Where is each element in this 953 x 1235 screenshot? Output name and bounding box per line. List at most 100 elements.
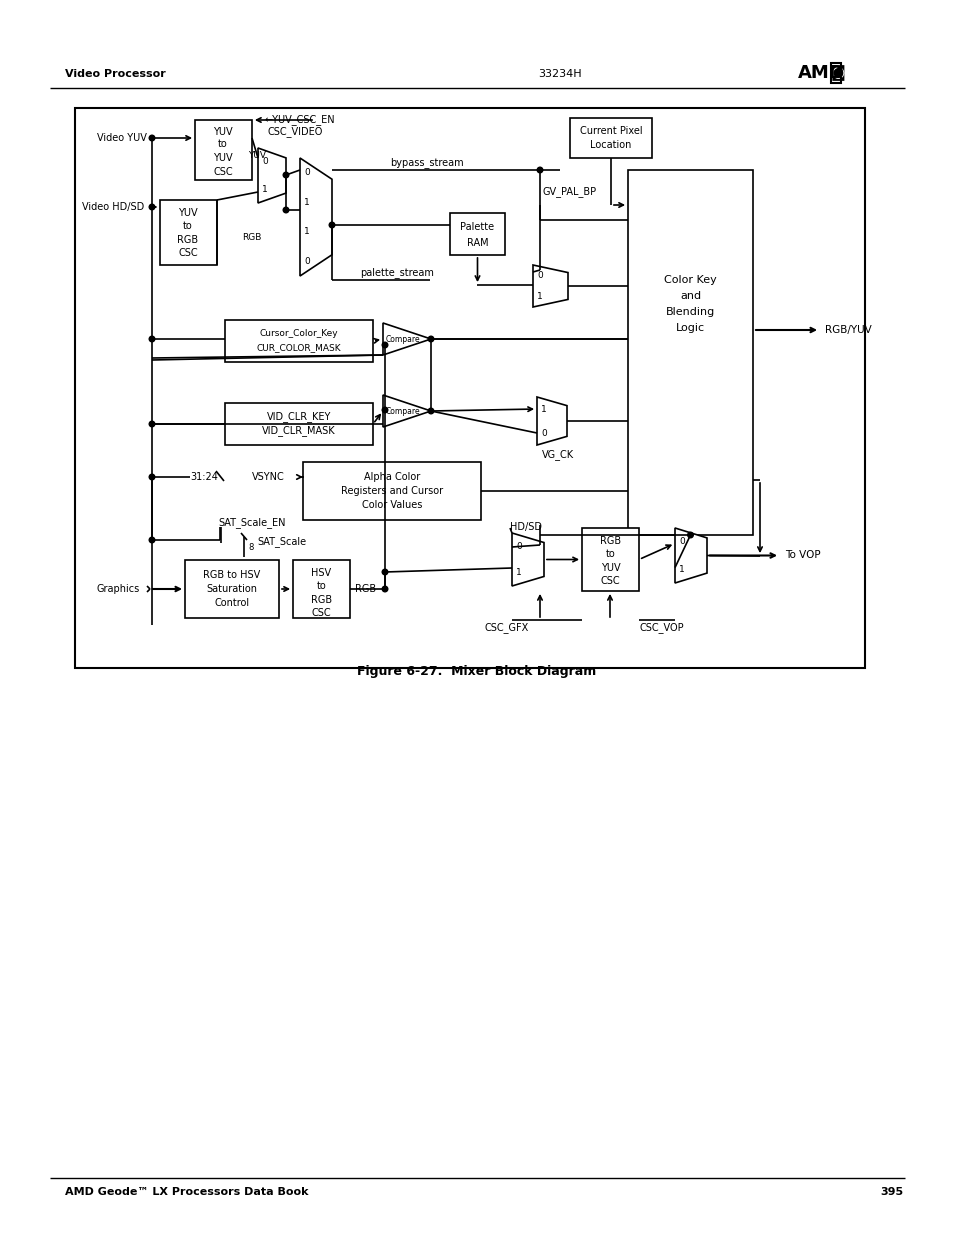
Text: VID_CLR_MASK: VID_CLR_MASK [262,426,335,436]
Bar [225,320,373,362]
Text: Video Processor: Video Processor [65,69,166,79]
Text: RGB to HSV: RGB to HSV [203,571,260,580]
Text: 0: 0 [537,270,542,280]
Text: 1: 1 [537,291,542,301]
Text: Video YUV: Video YUV [97,133,147,143]
Circle shape [149,474,154,480]
Text: 0: 0 [540,429,546,437]
Text: Graphics: Graphics [97,584,140,594]
Text: Saturation: Saturation [206,584,257,594]
Circle shape [382,587,387,592]
Text: Color Values: Color Values [361,500,422,510]
Text: RGB: RGB [311,595,332,605]
Text: CSC: CSC [213,167,233,177]
Text: Current Pixel: Current Pixel [579,126,641,136]
Text: to: to [316,580,326,592]
Text: YUV: YUV [213,127,233,137]
Text: palette_stream: palette_stream [359,268,434,278]
Text: RGB: RGB [242,233,261,242]
Text: 395: 395 [879,1187,902,1197]
Circle shape [149,204,154,210]
Text: RGB: RGB [177,235,198,245]
Text: Video HD/SD: Video HD/SD [82,203,144,212]
Circle shape [149,135,154,141]
Text: Logic: Logic [676,324,704,333]
Bar [830,63,841,83]
Text: 0: 0 [304,257,310,266]
Bar [303,462,480,520]
Text: Palette: Palette [460,222,494,232]
Circle shape [687,532,693,537]
Text: GV_PAL_BP: GV_PAL_BP [542,186,597,198]
Text: YUV: YUV [248,151,266,159]
Bar [569,119,651,158]
Text: HSV: HSV [311,568,332,578]
Polygon shape [675,529,706,583]
Text: 1: 1 [516,568,521,577]
Bar [185,559,278,618]
Polygon shape [533,266,567,308]
Text: bypass_stream: bypass_stream [390,158,463,168]
Bar [627,170,752,535]
Circle shape [382,408,387,412]
Circle shape [283,172,289,178]
Text: SAT_Scale_EN: SAT_Scale_EN [218,517,285,529]
Text: YUV: YUV [600,563,619,573]
Text: Alpha Color: Alpha Color [363,472,419,482]
Text: SAT_Scale: SAT_Scale [256,536,306,547]
Text: RAM: RAM [466,238,488,248]
Text: 31:24: 31:24 [190,472,217,482]
Text: CSC_GFX: CSC_GFX [484,622,529,634]
Text: 0: 0 [516,542,521,551]
Circle shape [428,409,434,414]
Text: 0: 0 [304,168,310,178]
Text: VSYNC: VSYNC [252,472,284,482]
Text: 1: 1 [679,564,684,574]
Text: Compare: Compare [385,335,420,343]
Polygon shape [382,324,431,354]
Bar [75,107,864,668]
Bar [581,529,639,592]
Text: ◙: ◙ [830,65,845,80]
Text: ←YUV_CSC_EN: ←YUV_CSC_EN [265,115,335,126]
Text: 1: 1 [304,198,310,206]
Text: CSC_VIDEO: CSC_VIDEO [268,126,323,137]
Text: Blending: Blending [665,308,715,317]
Text: to: to [218,140,228,149]
Text: VG_CK: VG_CK [541,450,574,461]
Circle shape [149,537,154,543]
Text: Registers and Cursor: Registers and Cursor [340,487,442,496]
Text: YUV: YUV [213,153,233,163]
Circle shape [283,207,289,212]
Text: to: to [605,550,615,559]
Circle shape [537,167,542,173]
Text: CUR_COLOR_MASK: CUR_COLOR_MASK [256,343,341,352]
Circle shape [382,569,387,574]
Text: 0: 0 [262,157,268,167]
Text: CSC: CSC [178,248,197,258]
Text: CSC: CSC [312,608,331,618]
Text: RGB: RGB [355,584,375,594]
Bar [293,559,350,618]
Text: YUV: YUV [178,207,197,219]
Circle shape [382,342,387,348]
Text: CSC_VOP: CSC_VOP [639,622,684,634]
Text: 1: 1 [304,227,310,236]
Text: Control: Control [214,598,250,608]
Text: AMD Geode™ LX Processors Data Book: AMD Geode™ LX Processors Data Book [65,1187,308,1197]
Bar [194,120,252,180]
Text: RGB: RGB [599,536,620,546]
Text: Location: Location [590,140,631,149]
Text: Color Key: Color Key [663,275,716,285]
Polygon shape [512,534,543,585]
Text: 1: 1 [540,405,546,414]
Text: RGB/YUV: RGB/YUV [824,325,871,335]
Bar [225,403,373,445]
Text: VID_CLR_KEY: VID_CLR_KEY [267,411,331,422]
Bar [160,200,216,266]
Circle shape [149,336,154,342]
Text: To VOP: To VOP [784,551,820,561]
Text: 33234H: 33234H [537,69,581,79]
Polygon shape [537,396,566,445]
Text: 1: 1 [262,185,268,194]
